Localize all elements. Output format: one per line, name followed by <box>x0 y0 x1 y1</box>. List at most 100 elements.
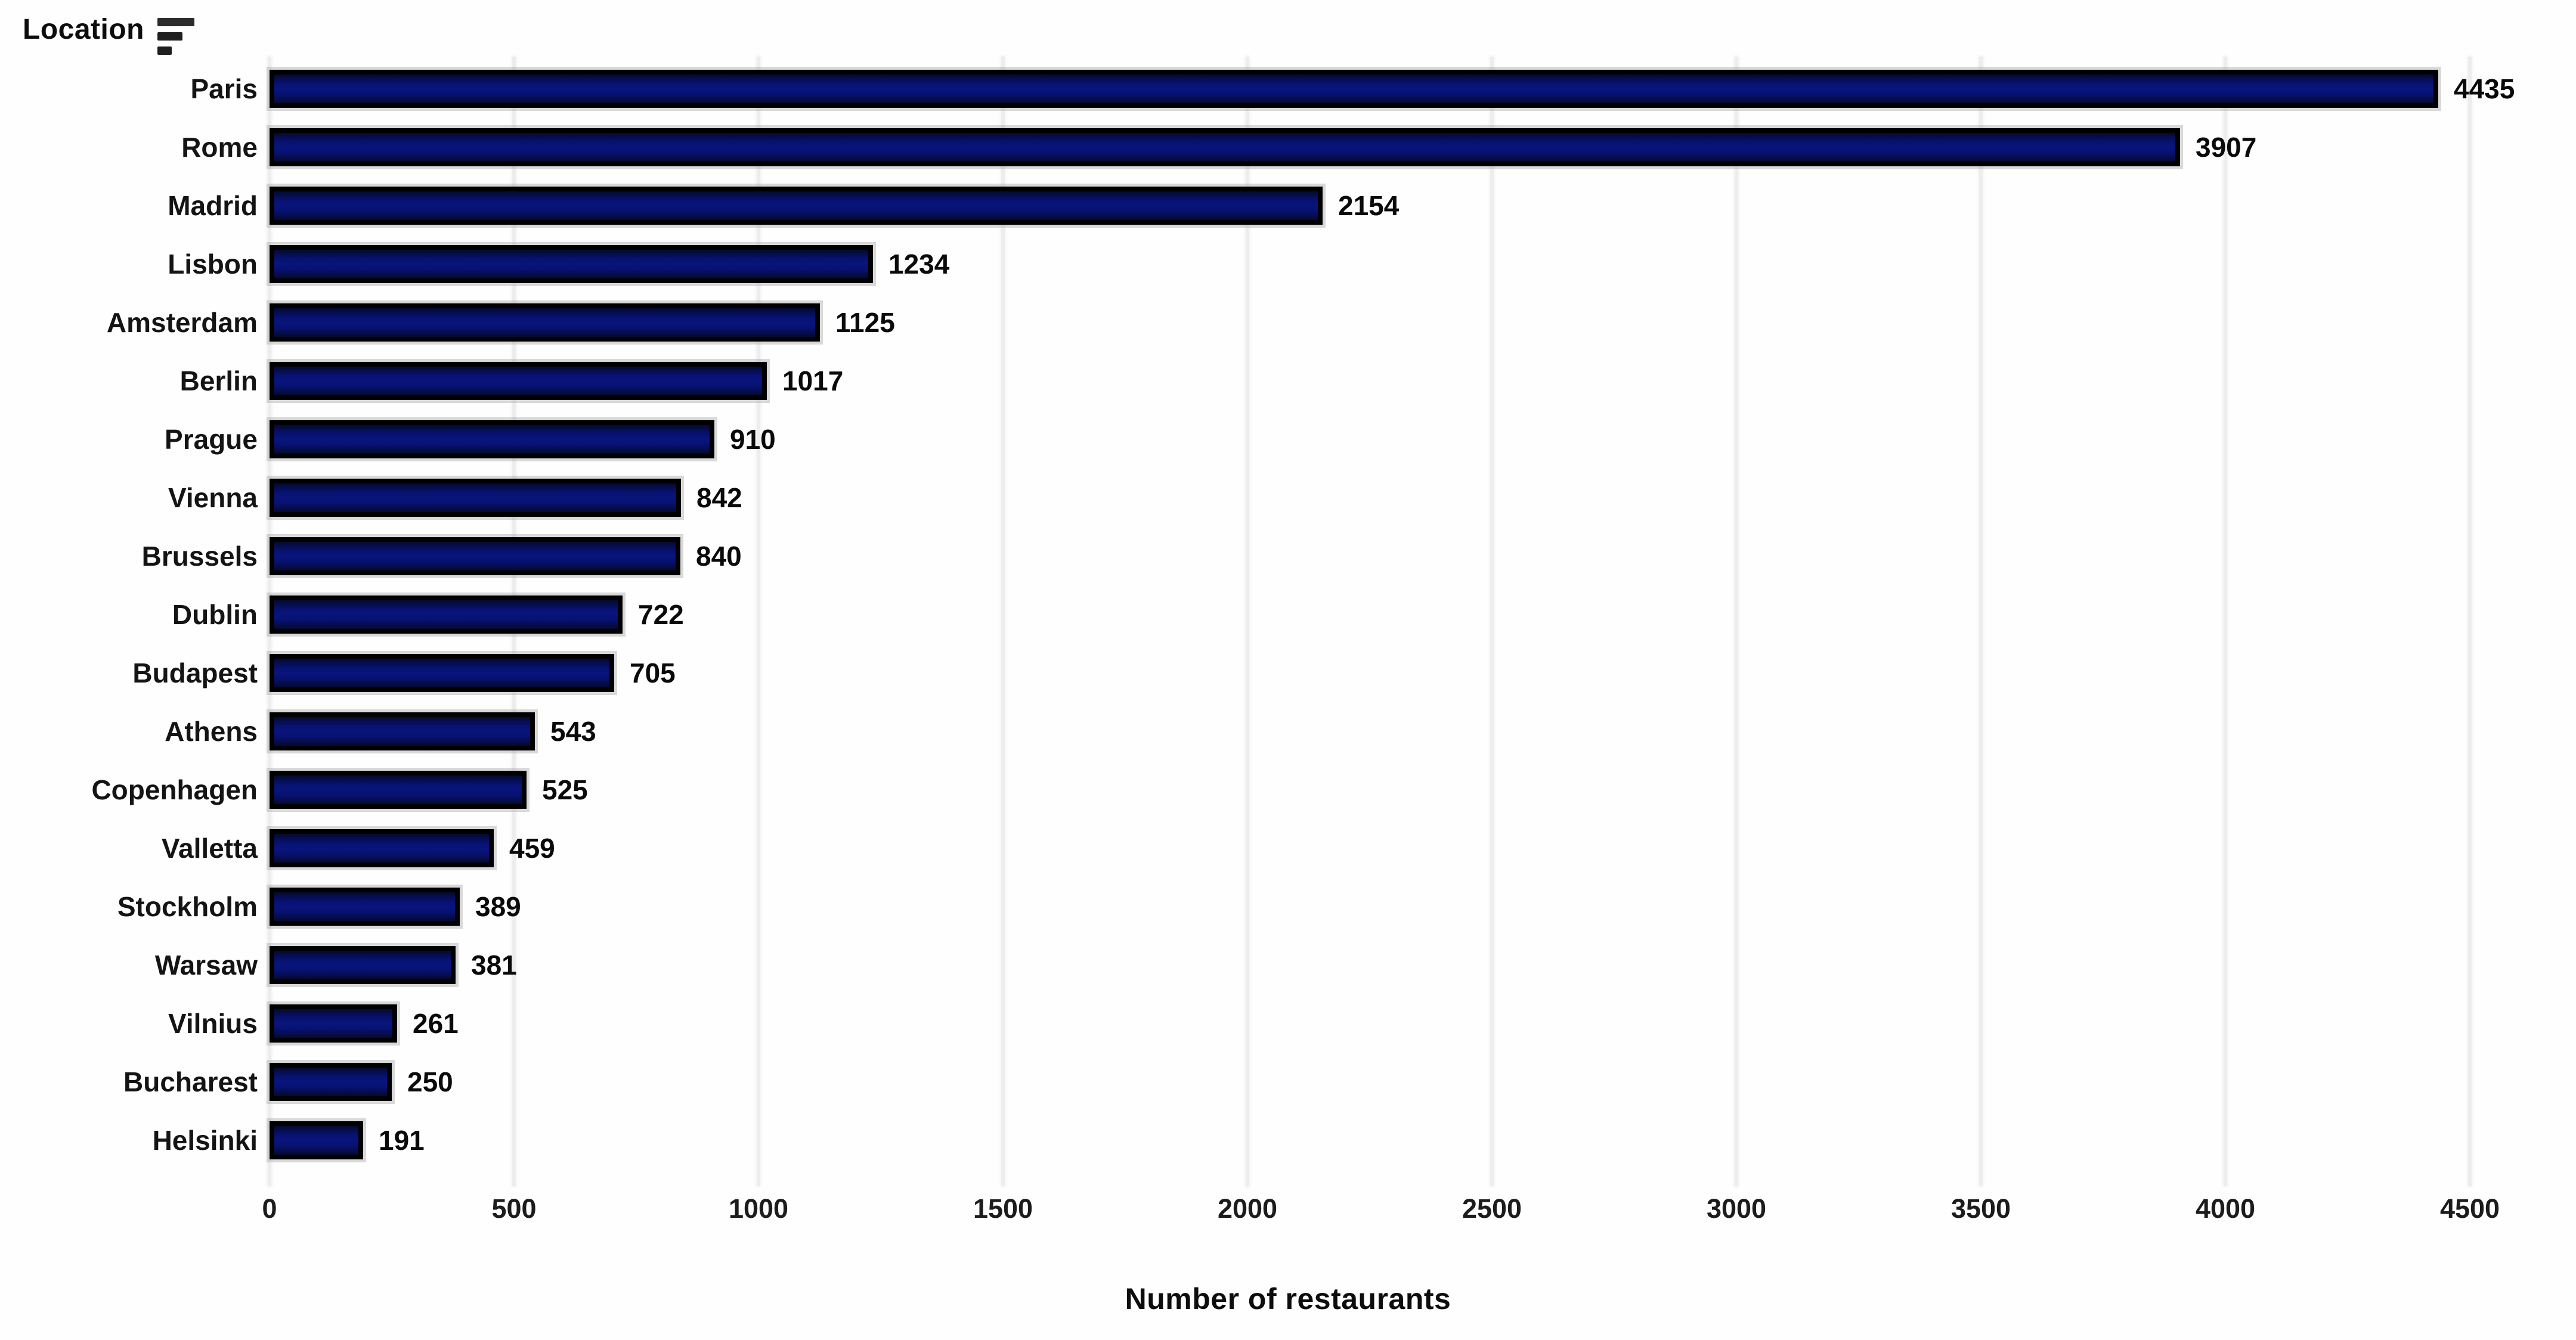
bar-track: 2154 <box>270 176 2540 235</box>
gridline-2500 <box>1490 57 1494 1186</box>
value-label: 459 <box>509 833 555 864</box>
value-label: 1017 <box>782 365 844 396</box>
table-row: Madrid 2154 <box>0 176 2576 235</box>
value-label: 842 <box>696 482 742 513</box>
category-label: Rome <box>181 132 258 163</box>
bar-track: 1234 <box>270 235 2540 293</box>
x-tick-label-0: 0 <box>262 1193 277 1224</box>
bar-prague[interactable] <box>270 420 714 458</box>
bar-track: 250 <box>270 1053 2540 1111</box>
bar-vilnius[interactable] <box>270 1004 397 1043</box>
bar-paris[interactable] <box>270 70 2438 108</box>
x-tick-label-2500: 2500 <box>1462 1193 1522 1224</box>
bar-track: 525 <box>270 761 2540 819</box>
value-label: 1234 <box>888 249 950 280</box>
x-tick-label-4500: 4500 <box>2439 1193 2500 1224</box>
category-label: Helsinki <box>152 1125 258 1156</box>
category-label: Lisbon <box>168 249 258 280</box>
table-row: Bucharest 250 <box>0 1053 2576 1111</box>
category-label: Paris <box>190 73 258 104</box>
bar-track: 1017 <box>270 352 2540 410</box>
sort-descending-icon[interactable] <box>157 13 194 55</box>
category-label: Bucharest <box>123 1066 258 1097</box>
value-label: 250 <box>407 1066 453 1097</box>
bar-berlin[interactable] <box>270 362 767 400</box>
bar-track: 381 <box>270 936 2540 994</box>
bar-track: 4435 <box>270 60 2540 118</box>
bar-track: 722 <box>270 585 2540 644</box>
category-label: Vilnius <box>168 1008 258 1039</box>
value-label: 525 <box>542 774 588 805</box>
value-label: 2154 <box>1338 190 1400 221</box>
bar-rome[interactable] <box>270 128 2180 166</box>
bar-track: 389 <box>270 877 2540 936</box>
bar-amsterdam[interactable] <box>270 303 820 342</box>
value-label: 261 <box>413 1008 459 1039</box>
bar-track: 1125 <box>270 293 2540 352</box>
table-row: Copenhagen 525 <box>0 761 2576 819</box>
value-label: 722 <box>638 599 684 630</box>
category-label: Copenhagen <box>91 774 258 805</box>
x-tick-label-3500: 3500 <box>1950 1193 2011 1224</box>
gridline-4500 <box>2468 57 2472 1186</box>
bar-vienna[interactable] <box>270 479 681 517</box>
y-axis-header: Location <box>23 13 194 55</box>
bar-valletta[interactable] <box>270 829 494 867</box>
bar-dublin[interactable] <box>270 595 623 634</box>
table-row: Vilnius 261 <box>0 994 2576 1053</box>
value-label: 191 <box>379 1125 425 1156</box>
bar-lisbon[interactable] <box>270 245 873 283</box>
table-row: Dublin 722 <box>0 585 2576 644</box>
table-row: Paris 4435 <box>0 60 2576 118</box>
x-tick-label-4000: 4000 <box>2195 1193 2256 1224</box>
bar-helsinki[interactable] <box>270 1121 363 1159</box>
x-tick-label-1500: 1500 <box>973 1193 1033 1224</box>
value-label: 705 <box>630 657 676 688</box>
category-label: Valletta <box>161 833 258 864</box>
bar-track: 459 <box>270 819 2540 877</box>
bar-bucharest[interactable] <box>270 1063 392 1101</box>
bar-brussels[interactable] <box>270 537 680 575</box>
gridline-2000 <box>1246 57 1249 1186</box>
bar-budapest[interactable] <box>270 654 614 692</box>
x-tick-label-500: 500 <box>491 1193 537 1224</box>
table-row: Stockholm 389 <box>0 877 2576 936</box>
gridline-1500 <box>1001 57 1005 1186</box>
table-row: Helsinki 191 <box>0 1111 2576 1170</box>
table-row: Amsterdam 1125 <box>0 293 2576 352</box>
bar-track: 842 <box>270 469 2540 527</box>
bar-track: 261 <box>270 994 2540 1053</box>
bar-warsaw[interactable] <box>270 946 456 984</box>
x-axis-title: Number of restaurants <box>1125 1282 1451 1316</box>
category-label: Warsaw <box>154 950 258 981</box>
gridline-3000 <box>1735 57 1738 1186</box>
y-axis-title: Location <box>23 14 144 45</box>
category-label: Brussels <box>141 541 258 572</box>
bar-track: 543 <box>270 702 2540 761</box>
table-row: Prague 910 <box>0 410 2576 469</box>
table-row: Valletta 459 <box>0 819 2576 877</box>
value-label: 1125 <box>835 307 895 338</box>
bar-track: 705 <box>270 644 2540 702</box>
category-label: Budapest <box>132 657 258 688</box>
bar-athens[interactable] <box>270 712 535 750</box>
gridline-1000 <box>757 57 760 1186</box>
table-row: Budapest 705 <box>0 644 2576 702</box>
bar-rows: Paris 4435 Rome 3907 Madrid 2154 Lisbon … <box>0 60 2576 1170</box>
table-row: Vienna 842 <box>0 469 2576 527</box>
bar-copenhagen[interactable] <box>270 771 527 809</box>
category-label: Dublin <box>172 599 258 630</box>
x-tick-label-1000: 1000 <box>728 1193 789 1224</box>
value-label: 543 <box>550 716 596 747</box>
bar-track: 910 <box>270 410 2540 469</box>
bar-madrid[interactable] <box>270 187 1323 225</box>
bar-stockholm[interactable] <box>270 888 460 926</box>
x-tick-label-2000: 2000 <box>1217 1193 1278 1224</box>
bar-track: 3907 <box>270 118 2540 176</box>
gridline-3500 <box>1979 57 1983 1186</box>
value-label: 4435 <box>2454 73 2515 104</box>
category-label: Stockholm <box>117 891 258 922</box>
value-label: 3907 <box>2196 132 2257 163</box>
